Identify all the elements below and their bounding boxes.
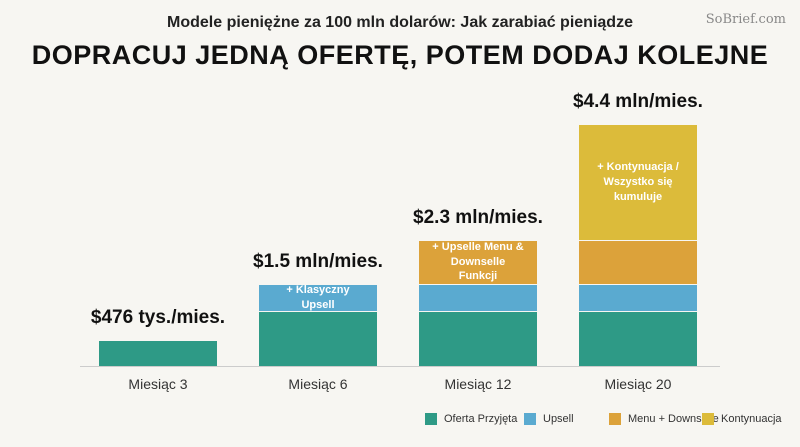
bar-segment bbox=[259, 311, 377, 366]
bar-segment: + Upselle Menu & Downselle Funkcji bbox=[419, 239, 537, 284]
x-tick-label: Miesiąc 20 bbox=[604, 376, 672, 392]
bar-segment: + Klasyczny Upsell bbox=[259, 283, 377, 311]
chart-title: Modele pieniężne za 100 mln dolarów: Jak… bbox=[167, 14, 633, 31]
bar-segment: + Kontynuacja / Wszystko się kumuluje bbox=[579, 124, 697, 240]
bar-segment bbox=[99, 339, 217, 366]
legend-swatch bbox=[425, 413, 437, 425]
bar-segment bbox=[419, 311, 537, 366]
legend-label: Menu + Downselle bbox=[628, 413, 719, 425]
legend-label: Upsell bbox=[543, 413, 574, 425]
legend-item: Menu + Downselle bbox=[609, 413, 719, 425]
legend-swatch bbox=[609, 413, 621, 425]
legend-swatch bbox=[702, 413, 714, 425]
bar-segment bbox=[579, 239, 697, 284]
legend-item: Upsell bbox=[524, 413, 574, 425]
total-label: $1.5 mln/mies. bbox=[253, 250, 383, 272]
segment-label: + Klasyczny Upsell bbox=[286, 283, 350, 311]
x-tick-label: Miesiąc 6 bbox=[288, 376, 348, 392]
chart-subtitle: DOPRACUJ JEDNĄ OFERTĘ, POTEM DODAJ KOLEJ… bbox=[31, 40, 769, 70]
total-label: $2.3 mln/mies. bbox=[413, 206, 543, 228]
legend-item: Kontynuacja bbox=[702, 413, 782, 425]
axis-baseline bbox=[80, 366, 720, 367]
legend-label: Oferta Przyjęta bbox=[444, 413, 518, 425]
segment-label: + Upselle Menu & Downselle Funkcji bbox=[432, 240, 524, 283]
x-tick-label: Miesiąc 3 bbox=[128, 376, 188, 392]
legend-item: Oferta Przyjęta bbox=[425, 413, 517, 425]
legend-swatch bbox=[524, 413, 536, 425]
total-label: $4.4 mln/mies. bbox=[573, 91, 703, 112]
legend-label: Kontynuacja bbox=[721, 413, 782, 425]
bar-segment bbox=[579, 283, 697, 311]
x-tick-label: Miesiąc 12 bbox=[444, 376, 512, 392]
bar-segment bbox=[419, 283, 537, 311]
bar-segment bbox=[579, 311, 697, 366]
watermark: SoBrief.com bbox=[705, 12, 786, 27]
total-label: $476 tys./mies. bbox=[90, 306, 226, 328]
segment-label: + Kontynuacja / Wszystko się kumuluje bbox=[597, 160, 679, 203]
